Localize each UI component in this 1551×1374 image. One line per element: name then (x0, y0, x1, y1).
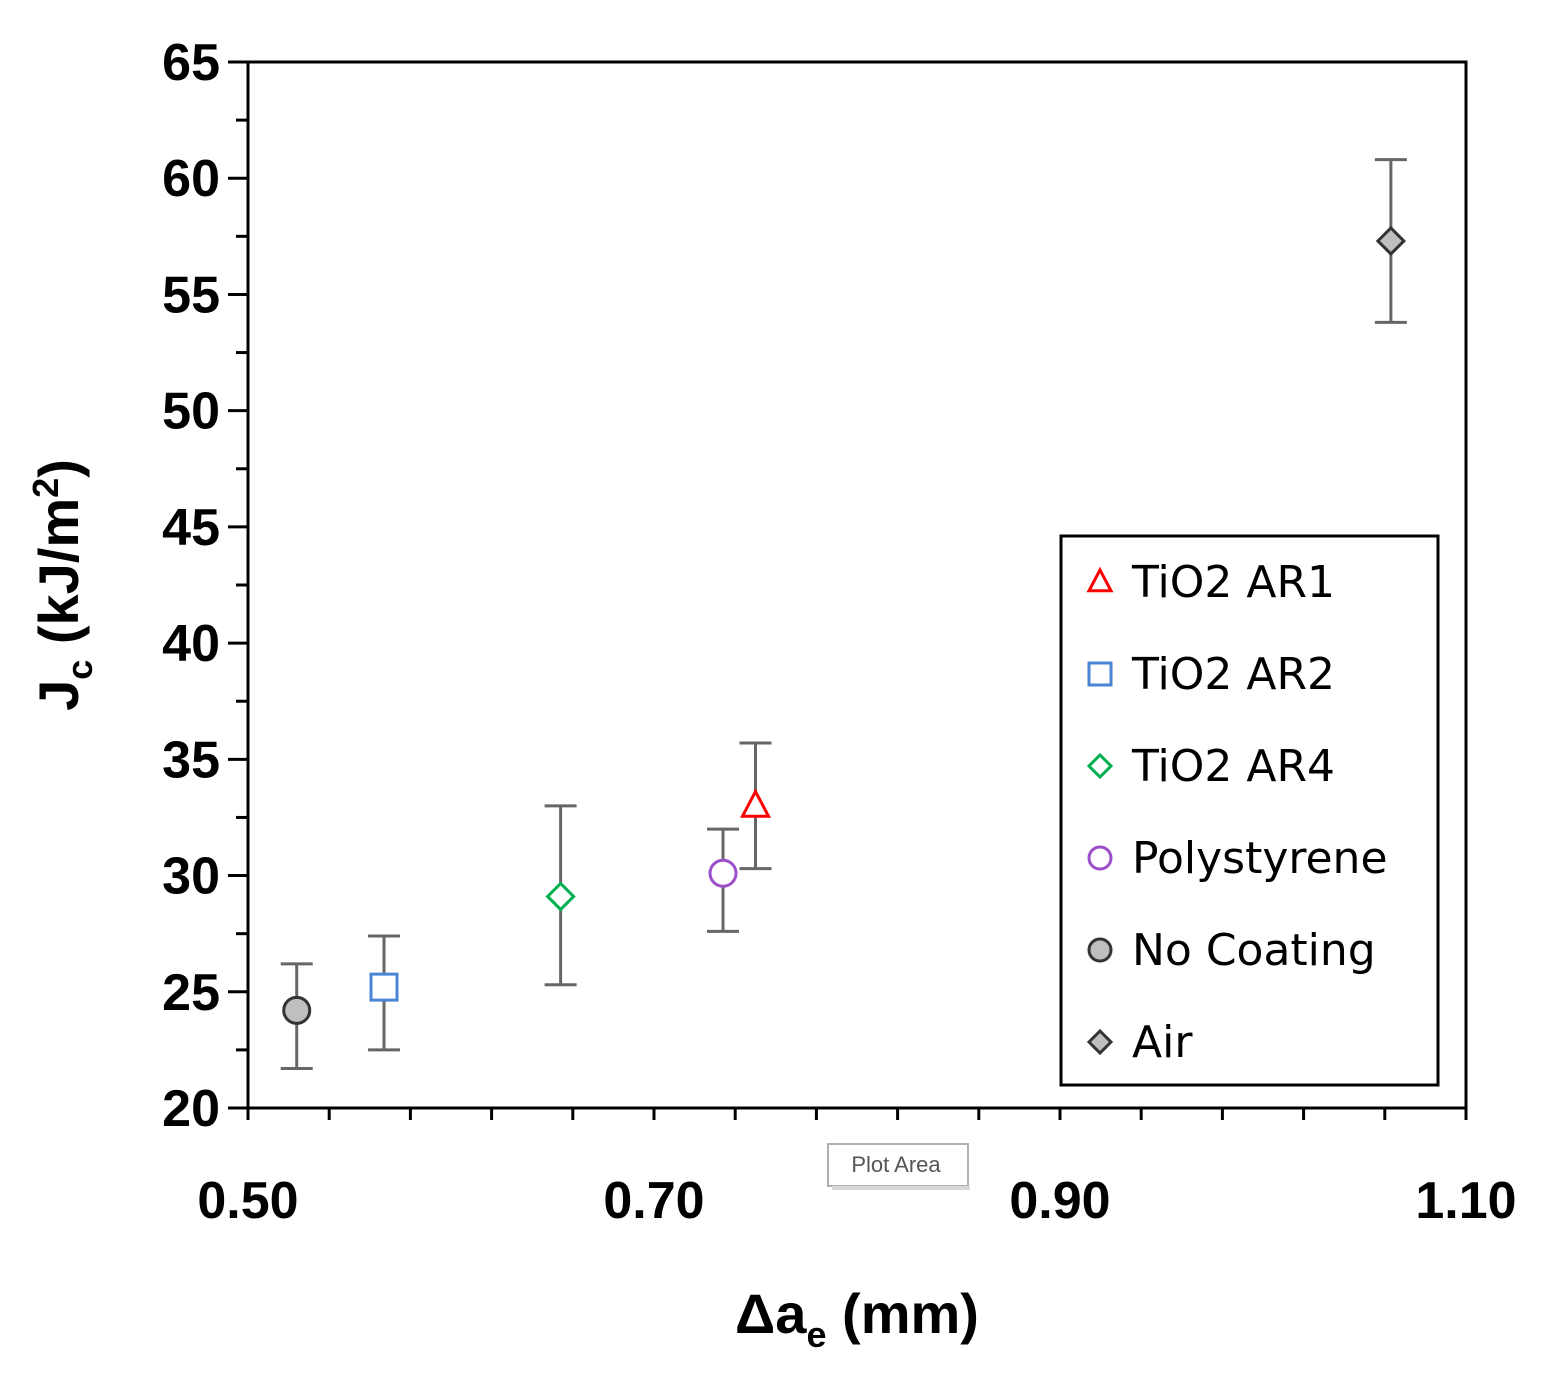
axis-ticks: 20 25 30 35 40 45 50 55 60 65 0.50 0.70 0.90 1.10 (162, 34, 1516, 1230)
tooltip-label: Plot Area (851, 1152, 941, 1177)
y-tick-label: 45 (162, 499, 220, 557)
y-tick-label: 60 (162, 150, 220, 208)
y-tick-label: 25 (162, 964, 220, 1022)
plot-area-tooltip: Plot Area (827, 1143, 970, 1190)
x-tick-label: 1.10 (1415, 1172, 1516, 1230)
data-point (1375, 225, 1407, 257)
legend-marker (1087, 661, 1113, 687)
legend[interactable]: TiO2 AR1 TiO2 AR2 TiO2 AR4 Polystyrene No Co… (1059, 534, 1440, 1087)
legend-label: Air (1132, 1017, 1193, 1068)
legend-label: TiO2 AR2 (1131, 649, 1335, 700)
legend-marker (1087, 845, 1113, 871)
y-tick-label: 35 (162, 731, 220, 789)
data-point (369, 972, 399, 1002)
data-points (282, 225, 1407, 1025)
y-tick-label: 40 (162, 615, 220, 673)
y-axis-title-sup: 2 (25, 478, 66, 498)
tooltip-shadow (832, 1186, 970, 1190)
legend-marker (1086, 1028, 1114, 1056)
y-axis-title-close: ) (27, 459, 90, 478)
x-tick-label: 0.90 (1009, 1172, 1110, 1230)
x-axis-title-main: Δa (735, 1282, 807, 1345)
data-point (740, 788, 771, 818)
legend-marker (1087, 937, 1113, 963)
y-axis-title-sub: c (59, 660, 100, 680)
legend-label: TiO2 AR1 (1131, 557, 1335, 608)
x-axis-title: Δae (mm) (735, 1282, 979, 1355)
x-tick-label: 0.50 (197, 1172, 298, 1230)
legend-label: No Coating (1132, 925, 1376, 976)
y-axis-title: Jc (kJ/m2) (25, 459, 100, 711)
legend-marker (1086, 752, 1114, 780)
legend-label: TiO2 AR4 (1131, 741, 1335, 792)
data-point (708, 858, 738, 888)
x-axis-title-unit: (mm) (826, 1282, 978, 1345)
y-tick-label: 55 (162, 266, 220, 324)
legend-frame (1059, 534, 1440, 1087)
data-point (545, 881, 576, 912)
x-tick-label: 0.70 (603, 1172, 704, 1230)
y-tick-label: 50 (162, 383, 220, 441)
y-tick-label: 30 (162, 848, 220, 906)
y-tick-label: 65 (162, 34, 220, 92)
x-axis-title-sub: e (806, 1314, 826, 1355)
y-axis-title-main: J (27, 680, 90, 711)
y-tick-label: 20 (162, 1080, 220, 1138)
y-axis-title-unit: (kJ/m (27, 498, 90, 660)
legend-label: Polystyrene (1132, 833, 1388, 884)
legend-marker (1086, 566, 1114, 593)
data-point (282, 995, 312, 1025)
